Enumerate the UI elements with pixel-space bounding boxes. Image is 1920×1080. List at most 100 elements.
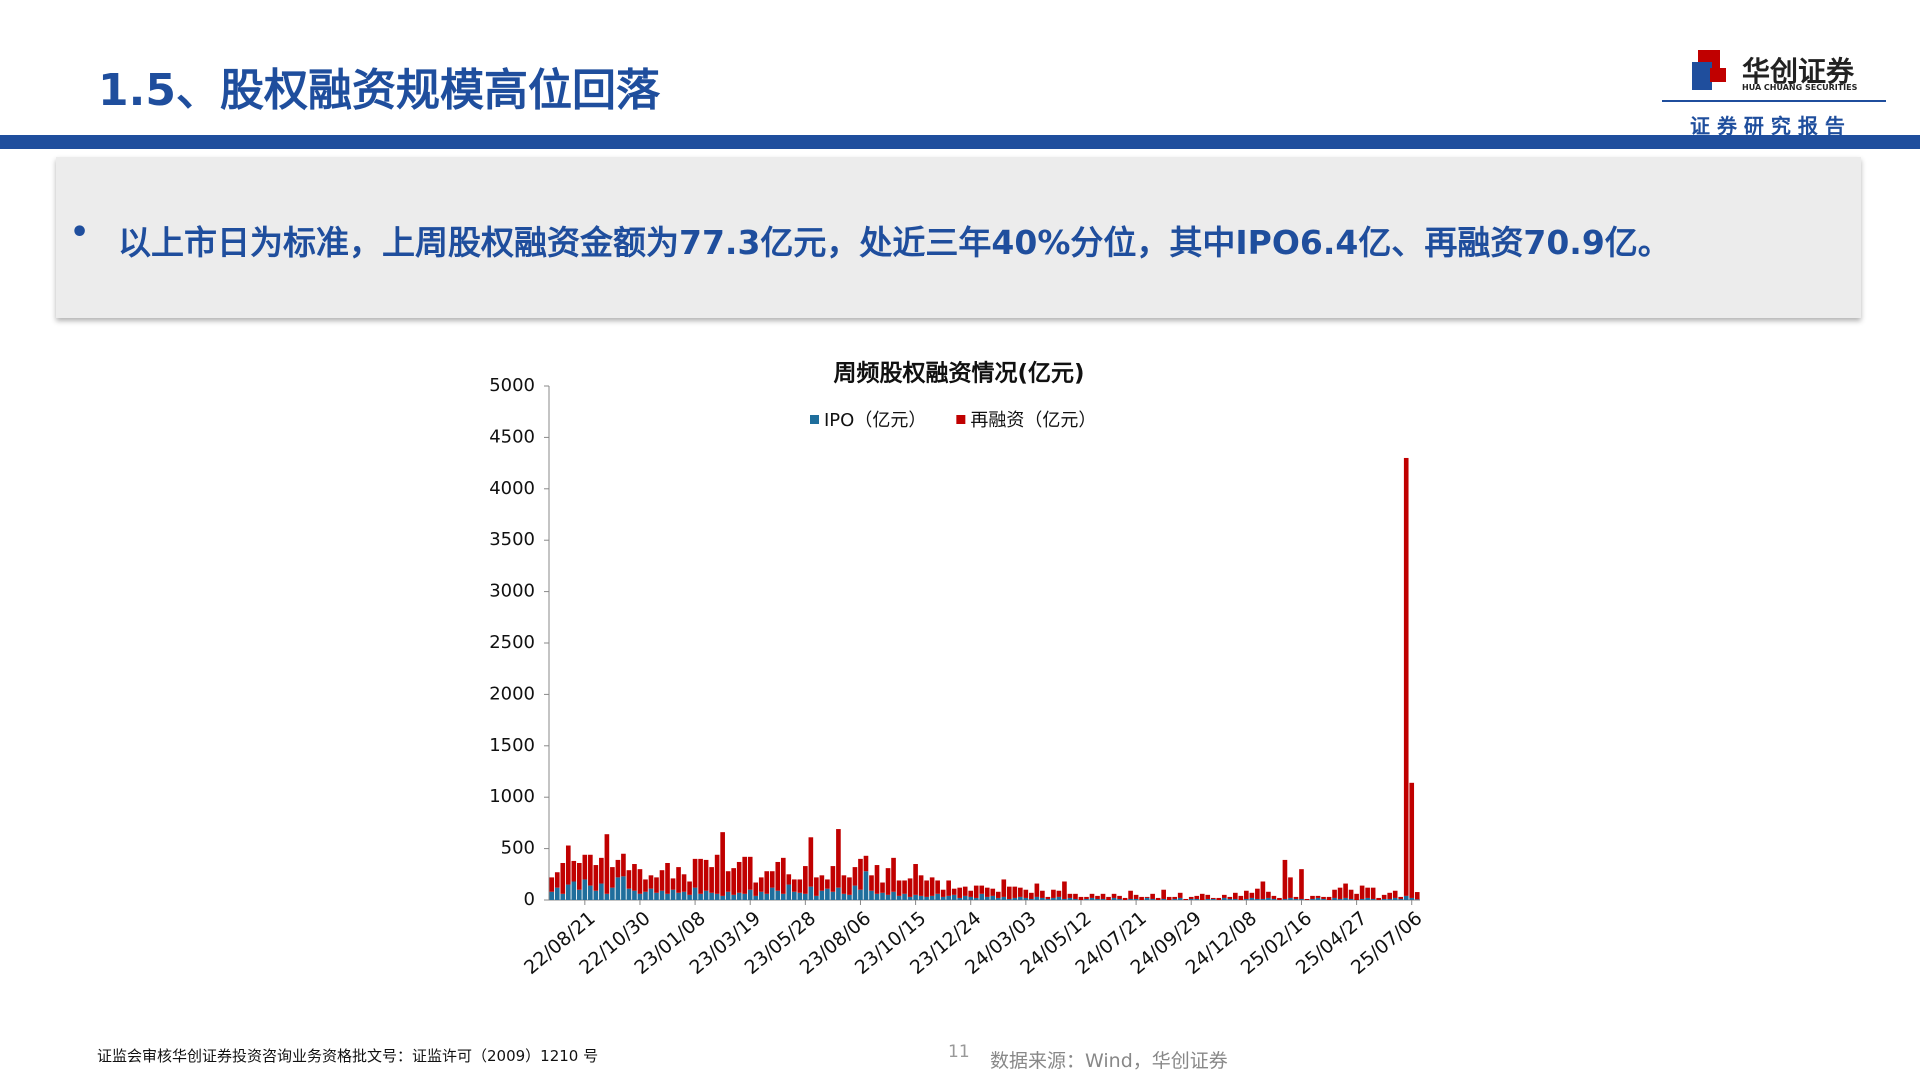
- bar: [819, 875, 825, 891]
- bar: [588, 854, 593, 886]
- y-tick-label: 4500: [489, 426, 535, 447]
- bar: [786, 884, 792, 900]
- bar: [951, 888, 957, 895]
- bar: [1100, 893, 1106, 899]
- bar: [1067, 893, 1073, 898]
- bar: [775, 890, 781, 900]
- bar: [852, 867, 858, 886]
- bar: [808, 886, 814, 900]
- legend-swatch: [956, 415, 966, 424]
- bar: [659, 870, 665, 891]
- y-tick-label: 1000: [489, 786, 535, 807]
- bar: [1403, 457, 1409, 896]
- bar: [577, 862, 582, 890]
- bar: [858, 889, 863, 900]
- bar: [1249, 892, 1255, 898]
- summary-box: • 以上市日为标准，上周股权融资金额为77.3亿元，处近三年40%分位，其中IP…: [56, 157, 1861, 318]
- bar: [725, 871, 731, 892]
- bar: [753, 882, 759, 896]
- bar: [1006, 898, 1012, 900]
- bar: [1133, 894, 1139, 899]
- bar: [758, 877, 764, 892]
- bar: [643, 891, 648, 900]
- bar: [830, 866, 836, 892]
- bar: [676, 892, 681, 900]
- bar: [1029, 892, 1034, 899]
- logo-rule: [1662, 100, 1886, 102]
- bar: [1227, 898, 1233, 900]
- bar: [626, 870, 632, 889]
- bar: [764, 871, 770, 894]
- bar: [869, 890, 874, 900]
- bar: [582, 854, 588, 880]
- bar: [1166, 896, 1172, 900]
- bar: [1205, 898, 1211, 900]
- bar: [1409, 897, 1415, 900]
- bar: [637, 869, 643, 894]
- y-tick-label: 500: [501, 838, 535, 859]
- bar: [1161, 898, 1166, 900]
- bar: [1233, 898, 1238, 900]
- bar: [731, 868, 736, 895]
- bar: [979, 893, 985, 900]
- bar: [1150, 898, 1155, 900]
- bar: [1001, 896, 1007, 900]
- bar: [913, 864, 918, 895]
- bar: [687, 894, 692, 900]
- bar: [847, 877, 852, 895]
- bar: [1018, 887, 1023, 897]
- bar: [1210, 897, 1216, 899]
- bar: [1172, 898, 1178, 900]
- bar: [714, 854, 720, 894]
- bar: [1398, 898, 1404, 900]
- bar: [891, 857, 896, 892]
- bar: [1233, 892, 1238, 899]
- bar: [654, 877, 659, 893]
- bar: [604, 834, 610, 894]
- bar: [1409, 782, 1415, 898]
- bar: [1117, 895, 1122, 899]
- bar: [1348, 889, 1354, 899]
- bar: [1348, 898, 1354, 900]
- bar: [1216, 897, 1222, 900]
- bar: [825, 888, 830, 900]
- bar: [692, 887, 698, 900]
- bar: [720, 832, 725, 896]
- bar: [1073, 893, 1078, 899]
- bar: [1073, 898, 1078, 900]
- bar: [692, 858, 698, 888]
- legend-label: 再融资（亿元）: [970, 410, 1096, 431]
- bar: [1321, 896, 1326, 899]
- bar: [1067, 897, 1073, 900]
- bar: [808, 837, 814, 887]
- y-tick-label: 1500: [489, 735, 535, 756]
- bar: [1199, 893, 1205, 900]
- legend-swatch: [810, 415, 819, 424]
- bar: [896, 880, 902, 896]
- bar: [1310, 895, 1315, 899]
- bar: [946, 880, 951, 896]
- bar: [1387, 892, 1392, 899]
- bar: [565, 845, 571, 885]
- bar: [599, 883, 604, 900]
- bar: [918, 895, 924, 900]
- bar: [648, 875, 654, 889]
- bar: [714, 893, 720, 900]
- chart-title: 周频股权融资情况(亿元): [833, 361, 1084, 387]
- bar: [1376, 897, 1381, 900]
- bar: [736, 861, 742, 893]
- bar: [1414, 899, 1420, 900]
- bar: [1001, 879, 1007, 897]
- bar: [946, 895, 951, 900]
- bar: [593, 890, 599, 900]
- bar: [571, 860, 577, 882]
- bar: [560, 893, 566, 900]
- bar: [1221, 894, 1227, 898]
- bar: [1304, 898, 1310, 900]
- bar: [907, 896, 913, 900]
- bar: [1299, 869, 1304, 899]
- bar: [670, 889, 676, 900]
- bar: [769, 887, 775, 900]
- bar: [769, 871, 775, 888]
